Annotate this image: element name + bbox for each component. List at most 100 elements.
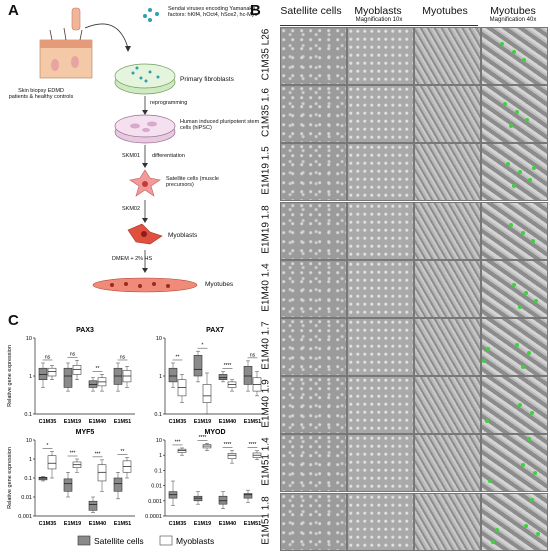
gfp-nucleus-marker xyxy=(531,238,535,243)
y-tick-label: 0.1 xyxy=(154,468,162,474)
chart-title: MYOD xyxy=(205,429,226,436)
sig-label: **** xyxy=(224,363,232,369)
row-label-1: C1M35 1.6 xyxy=(260,88,272,138)
gfp-nucleus-marker xyxy=(536,531,540,536)
micrograph-myotubes-4 xyxy=(414,259,481,318)
step-primary-fibroblasts: Primary fibroblasts xyxy=(180,76,234,83)
gfp-nucleus-marker xyxy=(515,343,519,347)
micrograph-satellite-1 xyxy=(280,85,347,144)
gfp-nucleus-marker xyxy=(522,58,526,62)
gfp-nucleus-marker xyxy=(491,539,495,544)
box-myoblast xyxy=(72,365,82,375)
virus-label: Sendai viruses encoding Yamanaka factors… xyxy=(168,6,258,19)
x-tick-label: E1M40 xyxy=(219,419,236,425)
legend-swatch-1 xyxy=(159,535,173,546)
sig-label: ns xyxy=(250,352,256,358)
y-tick-label: 0.001 xyxy=(18,514,32,520)
box-satellite xyxy=(38,367,48,380)
row-label-0: C1M35 L26 xyxy=(260,28,272,81)
box-satellite xyxy=(218,374,228,380)
sig-label: ns xyxy=(70,352,76,358)
micrograph-satellite-5 xyxy=(280,318,347,376)
gfp-nucleus-marker xyxy=(512,184,516,189)
x-tick-label: E1M51 xyxy=(244,419,261,425)
box-myoblast xyxy=(202,384,212,403)
myotube-icon xyxy=(92,277,198,293)
step-hipsc: Human induced pluripotent stem cells (hi… xyxy=(180,119,260,132)
step-differentiation: differentiation xyxy=(152,153,185,159)
box-satellite xyxy=(38,476,48,481)
y-tick-label: 10 xyxy=(156,336,162,342)
sig-label: ** xyxy=(96,366,100,372)
chart-title: MYF5 xyxy=(76,429,95,436)
step-myoblasts: Myoblasts xyxy=(168,232,198,239)
legend-label-0: Satellite cells xyxy=(94,536,144,546)
col-header-myotubes: Myotubes xyxy=(422,5,468,17)
y-tick-label: 0.0001 xyxy=(145,514,162,520)
x-tick-label: C1M35 xyxy=(169,521,187,527)
micrograph-myotubes-7 xyxy=(414,434,481,493)
gfp-nucleus-marker xyxy=(524,290,528,295)
micrograph-satellite-0 xyxy=(280,27,347,85)
legend-swatch-0 xyxy=(77,535,91,546)
sig-label: ** xyxy=(176,354,180,360)
gfp-nucleus-marker xyxy=(488,479,492,484)
x-tick-label: C1M35 xyxy=(169,419,187,425)
box-satellite xyxy=(88,500,98,511)
skin-biopsy-label: Skin biopsy EDMD patients & healthy cont… xyxy=(8,88,74,101)
micrograph-myoblasts-6 xyxy=(347,376,414,435)
sample-tube-icon xyxy=(71,7,81,31)
micrograph-myoblasts-5 xyxy=(347,318,414,376)
chart-title: PAX3 xyxy=(76,327,94,334)
x-tick-label: E1M40 xyxy=(89,419,106,425)
chart-title: PAX7 xyxy=(206,327,224,334)
sig-label: ** xyxy=(121,449,125,455)
y-tick-label: 10 xyxy=(26,336,32,342)
x-tick-label: E1M19 xyxy=(64,419,81,425)
gfp-nucleus-marker xyxy=(521,463,525,468)
y-tick-label: 10 xyxy=(156,438,162,444)
gfp-nucleus-marker xyxy=(521,230,525,235)
x-tick-label: E1M40 xyxy=(89,521,106,527)
gfp-nucleus-marker xyxy=(485,419,489,424)
box-satellite xyxy=(63,367,73,388)
gfp-nucleus-marker xyxy=(518,403,522,408)
x-tick-label: E1M19 xyxy=(194,521,211,527)
gfp-nucleus-marker xyxy=(518,170,522,175)
micrograph-satellite-4 xyxy=(280,259,347,318)
sig-label: **** xyxy=(249,442,257,448)
x-tick-label: E1M19 xyxy=(194,419,211,425)
micrograph-myotubes-40x-0 xyxy=(481,27,548,85)
gfp-nucleus-marker xyxy=(512,50,516,54)
x-tick-label: E1M51 xyxy=(244,521,261,527)
col-header-myotubes-40x: Myotubes xyxy=(490,5,536,17)
y-tick-label: 0.01 xyxy=(151,484,162,490)
micrograph-myotubes-8 xyxy=(414,492,481,551)
gfp-nucleus-marker xyxy=(482,359,486,363)
panel-c-letter: C xyxy=(8,312,19,329)
micrograph-myoblasts-2 xyxy=(347,143,414,202)
gfp-nucleus-marker xyxy=(527,351,531,355)
panel-b-letter: B xyxy=(250,2,261,19)
gfp-nucleus-marker xyxy=(527,437,531,442)
gfp-nucleus-marker xyxy=(518,304,522,309)
gfp-nucleus-marker xyxy=(495,527,499,532)
x-tick-label: C1M35 xyxy=(39,419,57,425)
y-tick-label: 0.1 xyxy=(24,412,32,418)
row-label-4: E1M40 1.4 xyxy=(260,263,272,312)
box-satellite xyxy=(218,495,228,505)
y-tick-label: 1 xyxy=(159,374,162,380)
col-header-myoblasts: Myoblasts xyxy=(354,5,402,17)
step-myotubes: Myotubes xyxy=(205,281,234,288)
box-satellite xyxy=(243,365,253,385)
y-tick-label: 1 xyxy=(29,457,32,463)
micrograph-myotubes-6 xyxy=(414,376,481,435)
sig-label: *** xyxy=(175,439,181,445)
micrograph-myotubes-0 xyxy=(414,27,481,85)
step-skm01: SKM01 xyxy=(122,153,141,159)
y-tick-label: 10 xyxy=(26,438,32,444)
micrograph-myotubes-5 xyxy=(414,318,481,376)
micrograph-myotubes-1 xyxy=(414,85,481,144)
micrograph-myotubes-40x-7 xyxy=(481,434,548,493)
y-tick-label: 0.1 xyxy=(24,476,32,482)
